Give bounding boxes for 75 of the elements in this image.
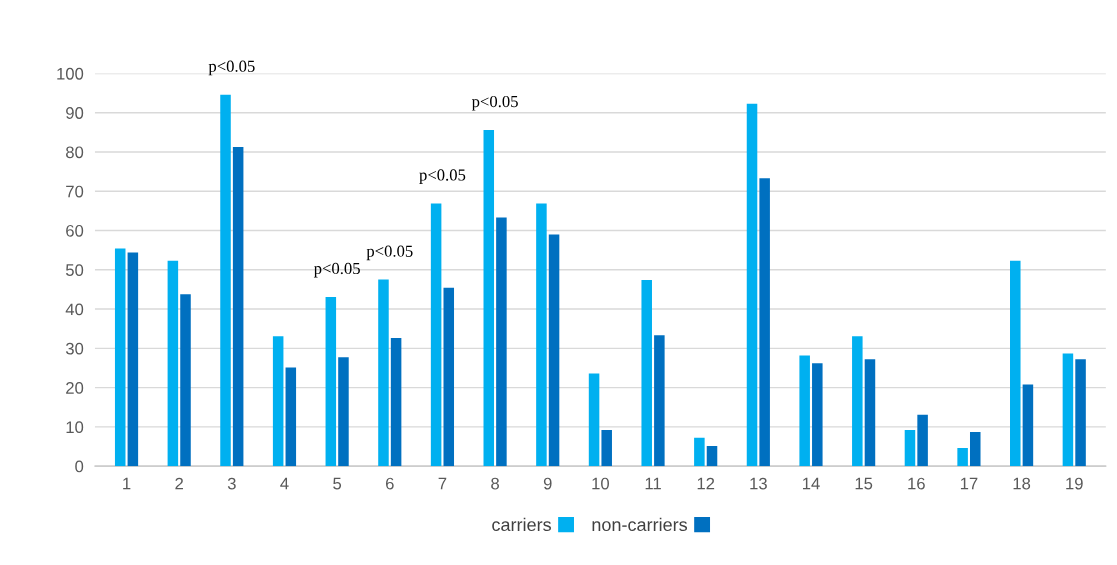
y-tick-label: 80: [66, 146, 84, 159]
legend-label: carriers: [492, 517, 551, 532]
y-tick-label: 50: [65, 264, 84, 276]
bar: [812, 363, 823, 467]
bar: [1062, 353, 1074, 467]
x-tick-label: 13: [750, 477, 767, 490]
y-tick-label: 20: [66, 381, 84, 394]
annotation: p<0.05: [208, 60, 255, 76]
bar: [390, 338, 402, 467]
y-tick-label: 70: [66, 185, 84, 198]
bar: [483, 130, 495, 467]
bar: [641, 280, 652, 467]
y-tick-label: 60: [66, 224, 84, 237]
x-tick-label: 7: [438, 477, 447, 490]
bar: [694, 437, 705, 467]
bar: [706, 446, 718, 467]
y-tick-label: 10: [66, 421, 84, 434]
bar: [864, 359, 876, 467]
x-tick-label: 17: [960, 477, 978, 490]
y-tick-label: 30: [65, 342, 84, 355]
bar: [443, 287, 455, 467]
bar: [759, 178, 770, 467]
bar: [430, 203, 442, 467]
annotation: p<0.05: [313, 262, 360, 278]
bar: [180, 294, 191, 467]
bar: [746, 103, 758, 467]
bar: [167, 260, 179, 467]
bar: [852, 336, 863, 467]
bar: [969, 431, 981, 467]
x-tick-label: 18: [1013, 477, 1031, 490]
y-tick-label: 40: [65, 303, 84, 316]
bar: [1022, 384, 1034, 467]
bar: [536, 203, 547, 467]
x-tick-label: 16: [908, 477, 925, 490]
bar: [114, 248, 126, 467]
bar: [496, 217, 507, 467]
legend-label: non-carriers: [592, 517, 688, 532]
bar: [917, 414, 928, 467]
bar: [548, 234, 560, 467]
bar: [325, 296, 337, 467]
bar: [799, 355, 810, 467]
x-tick-label: 12: [697, 477, 715, 490]
bar: [1075, 359, 1086, 467]
bar: [654, 335, 665, 467]
bar: [904, 430, 916, 467]
bar: [232, 146, 244, 467]
x-tick-label: 10: [592, 477, 610, 490]
annotation: p<0.05: [366, 245, 413, 261]
bar: [378, 279, 389, 467]
bar: [957, 448, 968, 467]
x-tick-label: 11: [645, 477, 661, 490]
x-tick-label: 3: [227, 477, 236, 490]
bar: [220, 94, 231, 467]
x-tick-label: 14: [802, 477, 820, 490]
x-tick-label: 15: [855, 477, 873, 490]
bar: [127, 252, 139, 467]
x-tick-label: 6: [386, 477, 394, 490]
bar: [601, 430, 612, 467]
x-tick-label: 9: [543, 477, 552, 490]
bar: [1010, 260, 1021, 467]
bar: [338, 357, 349, 467]
x-tick-label: 4: [280, 477, 289, 490]
x-tick-label: 1: [123, 477, 131, 490]
annotation: p<0.05: [419, 169, 466, 184]
y-tick-label: 0: [75, 460, 84, 473]
y-tick-label: 100: [57, 67, 84, 80]
annotation: p<0.05: [471, 95, 518, 111]
x-tick-label: 2: [175, 477, 183, 490]
x-tick-label: 5: [333, 477, 342, 490]
bar: [588, 373, 600, 467]
x-tick-label: 19: [1066, 477, 1083, 490]
bar: [285, 367, 297, 467]
y-tick-label: 90: [66, 107, 84, 119]
bar: [272, 336, 284, 467]
x-tick-label: 8: [491, 477, 499, 490]
